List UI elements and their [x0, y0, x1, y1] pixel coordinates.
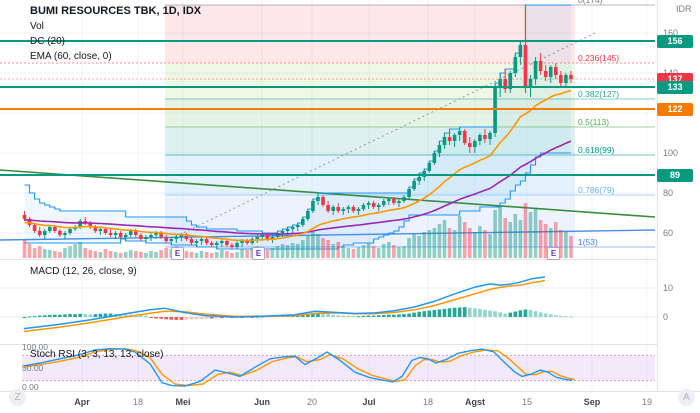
- legend-volume[interactable]: Vol: [30, 21, 44, 32]
- price-label-badge: 133: [657, 80, 693, 94]
- pane-separators: [0, 259, 700, 345]
- time-tick: Agst: [465, 397, 485, 407]
- time-tick: 15: [521, 397, 533, 407]
- time-tick: Mei: [175, 397, 191, 407]
- fib-level-label: 0.236(145): [578, 53, 620, 63]
- price-label-badge: 122: [657, 102, 693, 116]
- stoch-pane: [22, 348, 655, 387]
- time-tick: 19: [641, 397, 653, 407]
- earnings-marker[interactable]: E: [252, 247, 265, 260]
- legend-ema[interactable]: EMA (60, close, 0): [30, 51, 112, 62]
- fib-level-label: 0.618(99): [578, 145, 615, 155]
- price-axis[interactable]: IDR: [657, 0, 700, 391]
- macd-pane-title[interactable]: MACD (12, 26, close, 9): [30, 266, 137, 277]
- earnings-marker[interactable]: E: [171, 247, 184, 260]
- stoch-tick: 50.00: [22, 363, 44, 373]
- stoch-tick: 0.00: [22, 382, 39, 392]
- time-tick: 18: [422, 397, 434, 407]
- price-tick: 100: [663, 148, 679, 158]
- ema-lines: [24, 89, 572, 242]
- legend: BUMI RESOURCES TBK, 1D, IDX Vol DC (20) …: [30, 4, 201, 64]
- time-tick: Sep: [583, 397, 601, 407]
- time-tick: 18: [132, 397, 144, 407]
- time-tick: Jun: [253, 397, 271, 407]
- price-label-badge: 156: [657, 34, 693, 48]
- currency-label: IDR: [676, 4, 692, 14]
- account-badge-right[interactable]: A: [678, 389, 695, 406]
- fib-level-label: 0(174): [578, 0, 603, 5]
- horizontal-lines: [0, 40, 655, 176]
- time-axis[interactable]: Apr 18 Mei Jun 20 Jul 18 Agst 15 Sep 19: [0, 391, 700, 413]
- logo-badge-left[interactable]: Z: [9, 389, 26, 406]
- macd-tick: 10: [663, 283, 674, 293]
- symbol-title[interactable]: BUMI RESOURCES TBK, 1D, IDX: [30, 5, 202, 17]
- legend-donchian[interactable]: DC (20): [30, 36, 66, 47]
- donchian-channel: [24, 4, 571, 250]
- price-label-badge: 89: [657, 168, 693, 182]
- time-tick: Apr: [74, 397, 90, 407]
- fib-level-label: 0.382(127): [578, 89, 620, 99]
- macd-pane: [0, 276, 655, 333]
- fib-level-label: 1(53): [578, 237, 598, 247]
- price-tick: 160: [663, 28, 679, 38]
- earnings-marker[interactable]: E: [547, 247, 560, 260]
- time-tick: Jul: [362, 397, 376, 407]
- price-tick: 80: [663, 188, 674, 198]
- fib-level-label: 0.786(79): [578, 185, 615, 195]
- stoch-tick: 100.00: [22, 342, 48, 352]
- volume-bars: [22, 203, 573, 258]
- time-tick: 20: [306, 397, 318, 407]
- price-tick: 60: [663, 228, 674, 238]
- stoch-pane-title[interactable]: Stoch RSI (3, 3, 13, 13, close): [30, 349, 164, 360]
- macd-tick: 0: [663, 312, 669, 322]
- fib-level-label: 0.5(113): [578, 117, 610, 127]
